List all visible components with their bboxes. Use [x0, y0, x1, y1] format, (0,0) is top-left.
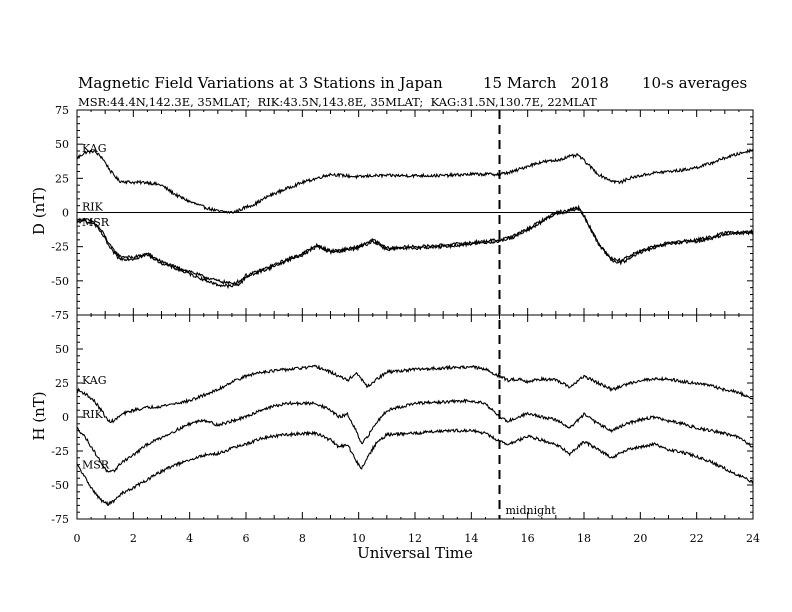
chart-subtitle: MSR:44.4N,142.3E, 35MLAT; RIK:43.5N,143.…	[78, 95, 597, 109]
x-tick-label: 16	[521, 532, 535, 545]
d-ytick-label: 0	[62, 207, 69, 220]
d-series-kag	[76, 148, 754, 215]
d-ytick-label: 25	[55, 172, 69, 185]
x-tick-label: 2	[130, 532, 137, 545]
h-ytick-label: -75	[51, 513, 69, 526]
d-series-msr	[76, 206, 754, 290]
x-tick-label: 24	[746, 532, 760, 545]
h-ytick-label: -50	[51, 479, 69, 492]
x-tick-label: 8	[299, 532, 306, 545]
d-ytick-label: 50	[55, 138, 69, 151]
chart-averaging: 10-s averages	[642, 74, 747, 92]
h-label-kag: KAG	[82, 374, 107, 387]
d-label-msr: MSR	[82, 216, 110, 229]
x-tick-label: 20	[633, 532, 647, 545]
d-component-panel: 75 50 25 0 -25 -50 -75 KAG RIK MSR	[51, 104, 754, 322]
d-ytick-label: -75	[51, 309, 69, 322]
x-tick-label: 6	[243, 532, 250, 545]
x-tick-label: 4	[186, 532, 193, 545]
x-tick-label: 14	[464, 532, 478, 545]
d-label-rik: RIK	[82, 201, 104, 214]
d-ytick-label: -25	[51, 241, 69, 254]
x-tick-label: 18	[577, 532, 591, 545]
h-series-msr	[76, 428, 754, 506]
h-axis-label: H (nT)	[30, 391, 48, 440]
d-label-kag: KAG	[82, 142, 107, 155]
h-ytick-label: 0	[62, 411, 69, 424]
x-tick-label: 10	[352, 532, 366, 545]
d-series-rik	[76, 204, 754, 286]
x-tick-label: 22	[690, 532, 704, 545]
midnight-label: midnight	[506, 504, 557, 517]
h-label-msr: MSR	[82, 459, 110, 472]
h-label-rik: RIK	[82, 408, 104, 421]
x-tick-label: 0	[74, 532, 81, 545]
h-series-kag	[76, 364, 754, 424]
chart-date: 15 March 2018	[483, 74, 609, 92]
h-ytick-label: -25	[51, 445, 69, 458]
d-ytick-label: 75	[55, 104, 69, 117]
h-series-rik	[76, 398, 754, 473]
chart-title: Magnetic Field Variations at 3 Stations …	[78, 74, 443, 92]
x-tick-label: 12	[408, 532, 422, 545]
d-ytick-label: -50	[51, 275, 69, 288]
h-ytick-label: 25	[55, 377, 69, 390]
h-ytick-label: 50	[55, 343, 69, 356]
x-axis-label: Universal Time	[357, 544, 473, 562]
d-axis-label: D (nT)	[30, 187, 48, 235]
